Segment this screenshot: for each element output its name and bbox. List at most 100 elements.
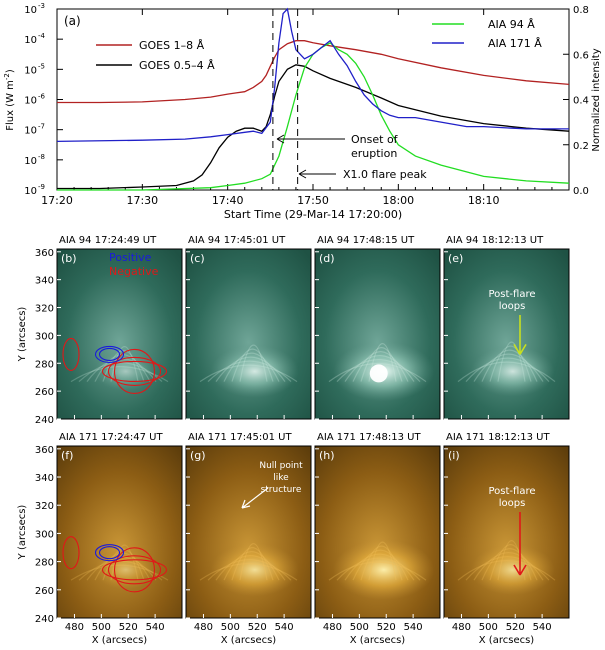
panel-note-line: loops [499, 498, 526, 509]
panel-frame [443, 445, 570, 619]
legend-label-goes-long: GOES 1–8 Å [139, 39, 205, 52]
panel-note-line: structure [261, 485, 302, 495]
legend-label-goes-short: GOES 0.5–4 Å [139, 59, 215, 72]
coronal-loop [102, 350, 145, 382]
legend-negative: Negative [109, 265, 159, 278]
coronal-loop [223, 352, 280, 382]
annotation-onset-line2: eruption [351, 147, 397, 160]
coronal-loop [368, 343, 397, 382]
y-tick-label: 360 [35, 248, 54, 259]
y-left-tick-exponent: -8 [38, 153, 45, 161]
coronal-loop [368, 541, 397, 581]
negative-contour [62, 337, 80, 371]
note-arrow [513, 315, 527, 355]
x-tick-label: 540 [146, 622, 165, 633]
x-tick-label: 540 [533, 622, 552, 633]
series-line-3 [56, 7, 569, 143]
panel-frame [185, 248, 312, 420]
x-tick-label: 500 [479, 622, 498, 633]
emission-glow [470, 544, 555, 596]
panel-frame [56, 248, 183, 420]
x-tick-label: 17:50 [297, 194, 329, 207]
coronal-loop [497, 341, 526, 382]
panel-label: (e) [448, 252, 463, 265]
y-tick-label: 300 [35, 331, 54, 342]
x-tick-label: 18:00 [382, 194, 414, 207]
y-right-tick-label: 0.0 [573, 186, 589, 197]
coronal-loop [110, 544, 139, 581]
y-axis-title-left: Flux (W m-2) [3, 69, 16, 131]
coronal-loop [497, 540, 526, 581]
x-tick-label: 480 [452, 622, 471, 633]
y-left-tick-label: 10 [24, 186, 37, 197]
panel-note-line: Post-flare [488, 289, 535, 300]
panel-title: AIA 171 17:45:01 UT [188, 432, 292, 443]
panel-label: (c) [190, 252, 205, 265]
coronal-loop [481, 548, 538, 581]
panel-image [57, 249, 182, 419]
y-left-tick-exponent: -4 [38, 32, 46, 40]
coronal-loop [207, 559, 292, 581]
positive-contour [98, 546, 121, 560]
y-right-tick-label: 0.4 [573, 96, 589, 107]
y-tick-label: 240 [35, 415, 54, 426]
flux-chart: 17:20 17:30 17:40 17:50 18:00 18:1010-910-810… [3, 2, 602, 221]
x-tick-label: 480 [65, 622, 84, 633]
y-right-tick-label: 0.6 [573, 50, 589, 61]
panel-frame [314, 445, 441, 619]
panel-note-line: Null point [259, 461, 303, 471]
coronal-loop [102, 548, 145, 581]
coronal-loop [199, 563, 298, 581]
coronal-loop [489, 345, 532, 382]
y-left-tick-exponent: -9 [38, 183, 45, 191]
y-tick-label: 280 [35, 558, 54, 569]
y-axis-title: Y (arcsecs) [17, 505, 28, 561]
flare-kernel [369, 364, 388, 383]
x-tick-label: 520 [506, 622, 525, 633]
y-axis-title-right: Normalized intensity [591, 48, 602, 151]
annotation-onset-line1: Onset of [351, 133, 399, 146]
panel-title: AIA 94 17:48:15 UT [317, 235, 415, 246]
x-tick-label: 480 [323, 622, 342, 633]
coronal-loop [239, 344, 268, 382]
y-left-tick-label: 10 [24, 156, 37, 167]
coronal-loop [360, 545, 403, 581]
negative-contour [107, 555, 162, 585]
coronal-loop [328, 561, 427, 581]
panel-label: (b) [61, 252, 77, 265]
negative-contour [101, 559, 168, 581]
y-left-tick-label: 10 [24, 5, 37, 16]
coronal-loop [215, 555, 286, 581]
note-arrow [513, 512, 527, 576]
image-panel-c: AIA 94 17:45:01 UT (c) [185, 235, 312, 420]
coronal-loop [457, 560, 556, 581]
series-line-2 [57, 42, 570, 191]
panel-label: (f) [61, 449, 73, 462]
panel-title: AIA 171 17:48:13 UT [317, 432, 421, 443]
panel-frame [443, 248, 570, 420]
emission-glow [210, 345, 299, 398]
x-tick-label: 480 [194, 622, 213, 633]
positive-contour [98, 347, 121, 361]
coronal-loop [344, 553, 415, 581]
image-panels: AIA 94 17:24:49 UT (b) 240 260 280 300 320 340 3… [17, 235, 570, 646]
tick-marks: 17:20 17:30 17:40 17:50 18:00 18:1010-910-810… [24, 2, 589, 207]
y-left-tick-label: 10 [24, 35, 37, 46]
coronal-loop [231, 348, 274, 382]
coronal-loop [328, 363, 427, 383]
coronal-loop [336, 557, 421, 581]
y-tick-label: 320 [35, 501, 54, 512]
x-tick-label: 520 [377, 622, 396, 633]
coronal-loop [473, 353, 544, 382]
panel-note-line: loops [499, 301, 526, 312]
x-axis-title: X (arcsecs) [479, 635, 535, 646]
panel-title: AIA 171 18:12:13 UT [446, 432, 550, 443]
emission-glow [333, 539, 435, 600]
y-tick-label: 280 [35, 359, 54, 370]
annotation-onset: Onset of eruption [276, 133, 399, 160]
annotation-flare-peak: X1.0 flare peak [298, 168, 427, 181]
coronal-loop [336, 359, 421, 383]
y-left-tick-exponent: -6 [38, 93, 46, 101]
